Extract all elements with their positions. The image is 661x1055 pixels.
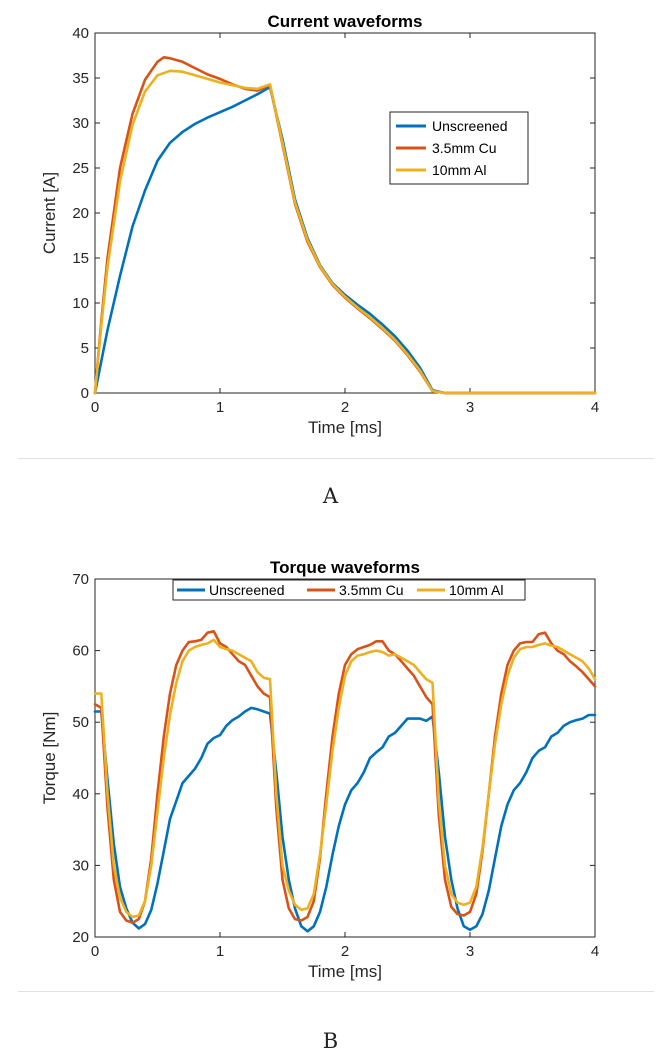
y-tick-label: 30: [72, 115, 89, 132]
x-tick-label: 4: [591, 399, 599, 416]
x-tick-label: 2: [341, 943, 349, 960]
legend-entry: Unscreened: [209, 582, 285, 598]
y-axis-label: Current [A]: [40, 172, 59, 254]
figure-torque: 0 1 2 3 4 20 30 40 50 60 70 Torque waveforms Time [m…: [0, 540, 661, 1055]
legend-entry: 3.5mm Cu: [339, 582, 404, 598]
legend-box: [172, 579, 526, 601]
y-tick-label: 40: [72, 786, 89, 803]
y-tick-label: 5: [81, 340, 89, 357]
legend: Unscreened 3.5mm Cu 10mm Al: [172, 579, 526, 601]
figure-caption-a: A: [322, 484, 339, 508]
y-tick-label: 40: [72, 25, 89, 42]
figure-caption-b: B: [322, 1029, 339, 1053]
y-tick-label: 20: [72, 205, 89, 222]
x-tick-label: 1: [216, 399, 224, 416]
y-tick-label: 50: [72, 714, 89, 731]
figure-divider: [18, 991, 654, 992]
series-line-10mm-al: [93, 69, 597, 395]
y-tick-label: 15: [72, 250, 89, 267]
torque-chart: 0 1 2 3 4 20 30 40 50 60 70 Torque waveforms Time [m…: [40, 558, 599, 981]
x-tick-label: 0: [91, 943, 99, 960]
y-tick-label: 70: [72, 571, 89, 588]
figure-current: 0 1 2 3 4 0 5 10 15 20 25 30 35 40 Current waveforms Ti…: [0, 0, 661, 520]
legend-entry: Unscreened: [432, 118, 508, 134]
x-axis-label: Time [ms]: [308, 962, 382, 981]
chart-title: Current waveforms: [268, 12, 423, 31]
y-tick-label: 10: [72, 295, 89, 312]
series-line-10mm-al: [93, 638, 597, 919]
y-tick-label: 35: [72, 70, 89, 87]
y-tick-label: 20: [72, 929, 89, 946]
legend-entry: 10mm Al: [449, 582, 503, 598]
y-tick-label: 25: [72, 160, 89, 177]
x-tick-label: 3: [466, 399, 474, 416]
plot-area: [94, 578, 596, 938]
chart-title: Torque waveforms: [270, 558, 420, 577]
series-line-unscreened: [93, 706, 597, 933]
y-tick-label: 0: [81, 385, 89, 402]
y-axis-label: Torque [Nm]: [40, 712, 59, 805]
y-tick-label: 30: [72, 857, 89, 874]
x-tick-label: 0: [91, 399, 99, 416]
plot-area: [94, 32, 596, 394]
figure-divider: [18, 458, 654, 459]
legend: Unscreened 3.5mm Cu 10mm Al: [389, 111, 529, 185]
x-axis-label: Time [ms]: [308, 418, 382, 437]
x-tick-label: 2: [341, 399, 349, 416]
x-tick-label: 4: [591, 943, 599, 960]
y-tick-label: 60: [72, 643, 89, 660]
series-line-3-5mm-cu: [93, 630, 597, 925]
legend-entry: 3.5mm Cu: [432, 140, 497, 156]
x-tick-label: 3: [466, 943, 474, 960]
legend-entry: 10mm Al: [432, 162, 486, 178]
x-tick-label: 1: [216, 943, 224, 960]
